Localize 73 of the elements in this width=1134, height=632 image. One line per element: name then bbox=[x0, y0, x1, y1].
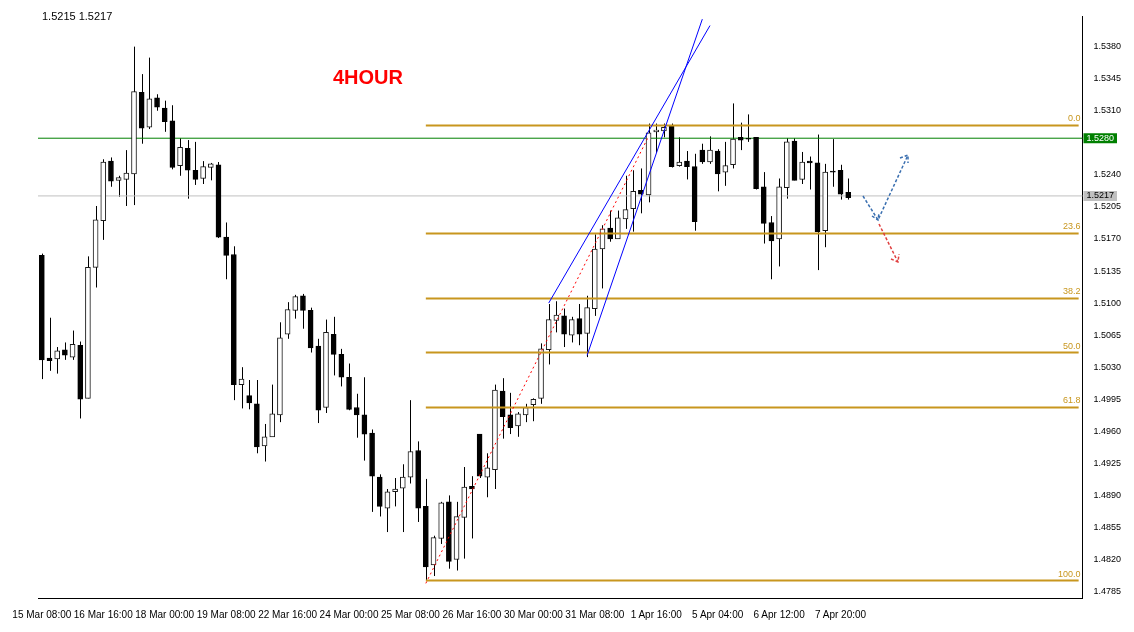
x-tick-label: 22 Mar 16:00 bbox=[258, 608, 318, 620]
candlestick bbox=[177, 137, 183, 177]
x-tick-label: 18 Mar 00:00 bbox=[135, 608, 195, 620]
candlestick bbox=[330, 316, 337, 376]
candlestick bbox=[484, 452, 491, 498]
x-tick-label: 7 Apr 20:00 bbox=[814, 608, 867, 620]
candlestick bbox=[108, 156, 114, 188]
y-tick-label: 1.5345 bbox=[1093, 73, 1121, 84]
x-tick-label: 25 Mar 08:00 bbox=[381, 608, 441, 620]
x-tick-label: 1 Apr 16:00 bbox=[630, 608, 683, 620]
candlestick bbox=[54, 346, 61, 375]
candlestick bbox=[292, 294, 299, 320]
y-tick-label: 1.5170 bbox=[1093, 233, 1121, 244]
y-tick-label: 1.5310 bbox=[1093, 105, 1121, 116]
y-tick-label: 1.5205 bbox=[1093, 201, 1121, 212]
candlestick bbox=[353, 393, 360, 439]
candlestick bbox=[615, 210, 621, 240]
ref-line-label: 1.5280 bbox=[1086, 132, 1114, 143]
y-tick-label: 1.5135 bbox=[1093, 265, 1121, 276]
candlestick bbox=[561, 308, 567, 348]
candlestick bbox=[399, 463, 406, 533]
series-label: 38.2 bbox=[1062, 286, 1081, 297]
text: 4HOUR bbox=[333, 66, 404, 89]
candlestick bbox=[699, 143, 706, 165]
y-tick-label: 1.5065 bbox=[1093, 329, 1121, 340]
candlestick bbox=[184, 139, 191, 200]
x-tick-label: 15 Mar 08:00 bbox=[12, 608, 72, 620]
y-tick-label: 1.4820 bbox=[1093, 554, 1121, 565]
y-tick-label: 1.5030 bbox=[1093, 361, 1121, 372]
series-label: 100.0 bbox=[1057, 568, 1081, 579]
y-tick-label: 1.5380 bbox=[1093, 41, 1121, 52]
candlestick bbox=[830, 138, 836, 188]
y-tick-label: 1.4995 bbox=[1093, 393, 1121, 404]
x-tick-label: 24 Mar 00:00 bbox=[319, 608, 379, 620]
ref-line-label: 1.5217 bbox=[1086, 190, 1114, 201]
y-tick-label: 1.4925 bbox=[1093, 457, 1121, 468]
series-label: 0.0 bbox=[1067, 113, 1081, 124]
candlestick bbox=[568, 316, 575, 343]
series-label: 50.0 bbox=[1062, 340, 1081, 351]
candlestick bbox=[300, 293, 306, 330]
series-label: 23.6 bbox=[1062, 221, 1081, 232]
y-tick-label: 1.4960 bbox=[1093, 425, 1121, 436]
candlestick bbox=[707, 135, 713, 165]
y-tick-label: 1.4890 bbox=[1093, 489, 1121, 500]
annotation: 1.5215 1.5217 bbox=[42, 10, 113, 22]
candlestick bbox=[522, 403, 529, 423]
y-tick-label: 1.4785 bbox=[1093, 586, 1121, 597]
candlestick bbox=[246, 379, 253, 410]
x-tick-label: 6 Apr 12:00 bbox=[753, 608, 806, 620]
y-tick-label: 1.5240 bbox=[1093, 169, 1121, 180]
candlestick bbox=[684, 150, 690, 180]
candlestick bbox=[123, 149, 130, 207]
candlestick bbox=[115, 175, 122, 198]
series-label: 61.8 bbox=[1062, 395, 1081, 406]
candlestick bbox=[714, 148, 721, 192]
candlestick bbox=[223, 221, 229, 280]
candlestick bbox=[161, 100, 168, 133]
y-tick-label: 1.5100 bbox=[1093, 297, 1121, 308]
candlestick bbox=[200, 160, 206, 185]
candlestick bbox=[507, 392, 514, 435]
candlestick bbox=[269, 384, 276, 438]
candlestick bbox=[845, 178, 852, 201]
x-tick-label: 5 Apr 04:00 bbox=[692, 608, 744, 620]
candlestick bbox=[799, 151, 805, 185]
x-tick-label: 26 Mar 16:00 bbox=[442, 608, 502, 620]
y-tick-label: 1.4855 bbox=[1093, 521, 1121, 532]
x-tick-label: 16 Mar 16:00 bbox=[73, 608, 134, 620]
x-tick-label: 30 Mar 00:00 bbox=[503, 608, 564, 620]
candlestick bbox=[630, 169, 637, 233]
candlestick bbox=[515, 411, 521, 438]
x-tick-label: 19 Mar 08:00 bbox=[196, 608, 257, 620]
candlestick bbox=[745, 113, 752, 143]
x-tick-label: 31 Mar 08:00 bbox=[565, 608, 625, 620]
